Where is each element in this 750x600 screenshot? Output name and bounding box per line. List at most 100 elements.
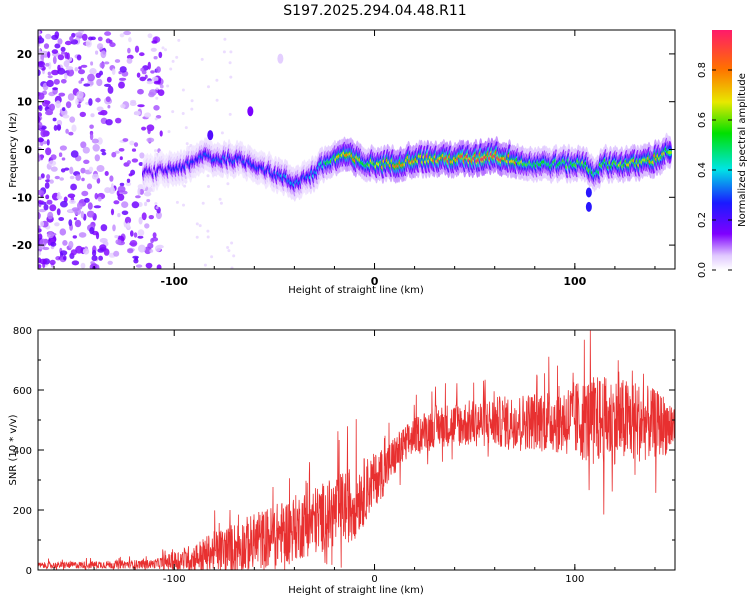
colorbar-gradient [712,30,732,270]
spectrogram-cell [40,129,47,138]
spectrogram-cell [190,99,194,103]
spectrogram-cell [100,224,108,232]
spectrogram-cell [59,228,67,236]
snr-xtick-label: 0 [371,574,377,585]
spectrogram-cell [88,98,93,106]
spectrogram-cell [122,138,129,142]
spectrogram-cell [126,160,131,165]
spectrogram-cell [151,76,159,82]
spectrogram-cell [139,188,145,195]
spectrogram-cell [157,89,165,96]
spectrogram-cell [137,187,141,196]
spectrogram-cell [53,124,58,131]
spectrogram-cell [104,31,112,36]
spectrogram-cell [127,47,131,54]
spectrogram-cell [218,197,222,201]
spectrogram-cell [40,173,45,179]
spectrogram-cell [95,50,99,55]
spectrogram-cell [70,150,79,158]
spectrogram-cell [147,61,151,70]
spectrogram-cell [39,238,47,247]
spectrogram-cell [80,262,86,269]
colorbar-tick-label: 0.4 [697,162,708,178]
spectrogram-cell [137,235,144,239]
spectrogram-cell [74,32,83,37]
spectrogram-cell [47,211,54,220]
spectrogram-cell [101,151,107,156]
spectrogram-cell [99,244,107,251]
spectrogram-cell [146,137,155,143]
spectrogram-cell [65,101,72,109]
spectrogram-cell [56,208,61,216]
spectrogram-cell [159,130,163,137]
spectrogram-cell [87,73,95,82]
spectrogram-cell [69,199,76,204]
spectrogram-cell [137,104,145,108]
spectrogram-cell [45,194,50,200]
spectrogram-cell [68,131,74,136]
spectrogram-cell [84,197,90,203]
spectrogram-cell [74,219,82,228]
spectrogram-cell [90,113,95,118]
spectrogram-cell [99,62,105,69]
spectrogram-cell [129,101,137,106]
spectrogram-cell [74,67,79,72]
spectrogram-cell [226,182,230,186]
spectrogram-cell [91,173,99,180]
spectrogram-cell [183,184,187,188]
spectrogram-cell [85,39,92,48]
spectrogram-cell [181,112,185,115]
spectrogram-cell [129,240,138,247]
spectrogram-cell [223,37,227,41]
snr-ytick-label: 400 [13,446,32,457]
colorbar-label: Normalized spectral amplitude [737,73,748,227]
spectrogram-cell [171,59,175,63]
spectrogram-cell [38,176,42,181]
spec-xtick-label: 100 [563,275,586,288]
spectrogram-cell [118,148,125,152]
spectrogram-cell [149,89,157,96]
spectrogram-cell [667,150,672,155]
spectrogram-cell [79,111,87,118]
spectrogram-cell [68,240,74,249]
spectrogram-cell [129,140,135,146]
spectrogram-cell [76,54,82,61]
spectrogram-cell [45,179,51,183]
spectrogram-cell [63,255,67,261]
spectrogram-cell [153,80,161,85]
spectrogram-cell [68,209,73,213]
spectrogram-cell [71,124,77,132]
spec-ytick-label: 0 [24,144,32,157]
spectrogram-cell [104,83,111,87]
spectrogram-cell [43,43,50,49]
spectrogram-cell [195,222,199,226]
spectrogram-cell [88,166,94,172]
spectrogram-cell [114,235,119,239]
spectrogram-cell [47,71,52,76]
spectrogram-cell [155,245,161,252]
spectrogram-cell [184,126,188,130]
spectrogram-cell [77,103,81,108]
spectrogram-cell [59,250,68,256]
spectrogram-cell [200,57,204,61]
spectrogram-cell [210,255,214,259]
spectrogram-cell [131,148,137,152]
spectrogram-cell [89,81,94,86]
spectrogram-cell [82,248,90,255]
spectrogram-cell [119,33,125,38]
colorbar-tick-label: 0.8 [697,62,708,78]
colorbar-ticks [712,69,732,271]
spectrogram-cell [38,264,42,269]
spectrogram-cell [181,88,185,92]
spectrogram-cell [71,260,80,266]
spectrogram-cell [51,69,59,76]
spectrogram-cell [82,146,90,154]
spectrogram-cell [44,182,50,189]
snr-ytick-label: 800 [13,326,32,337]
spectrogram-cell [117,213,121,218]
spectrogram-cell [126,178,131,183]
spectrogram-cell [65,66,74,71]
spectrogram-cell [100,148,106,153]
spectrogram-cell [164,48,167,52]
